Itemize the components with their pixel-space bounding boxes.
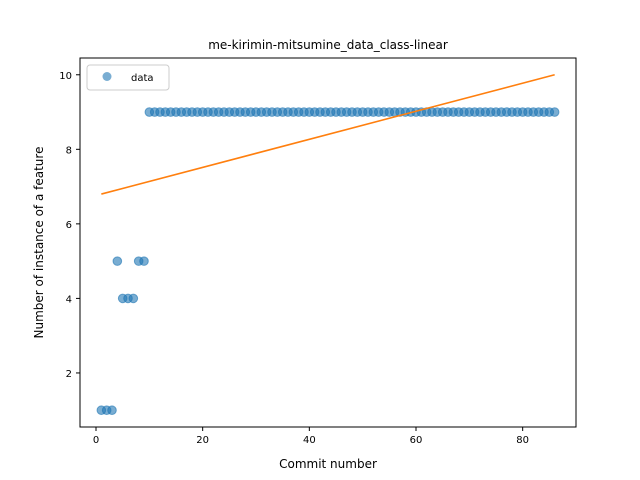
- legend-marker-data: [102, 72, 112, 81]
- y-tick-label: 2: [66, 369, 72, 380]
- fit-line: [101, 73, 555, 195]
- x-tick-label: 60: [410, 435, 423, 446]
- y-tick-label: 10: [59, 71, 72, 82]
- x-tick-label: 80: [516, 435, 529, 446]
- y-tick-label: 6: [66, 220, 72, 231]
- data-point: [112, 256, 123, 266]
- plot-frame: [79, 57, 577, 428]
- y-tick-label: 4: [66, 294, 72, 305]
- y-axis-label: Number of instance of a feature: [32, 147, 46, 339]
- legend-label-data: data: [131, 73, 154, 84]
- x-tick-label: 20: [196, 435, 209, 446]
- data-point: [128, 293, 139, 304]
- data-point: [549, 107, 560, 117]
- x-axis: 0 20 40 60 80: [93, 427, 529, 446]
- data-point: [107, 405, 117, 416]
- data-point: [139, 256, 149, 266]
- chart-title: me-kirimin-mitsumine_data_class-linear: [208, 38, 448, 52]
- legend-box: [86, 64, 170, 91]
- y-axis: 2 4 6 8 10: [59, 71, 80, 380]
- x-axis-label: Commit number: [279, 457, 377, 471]
- x-tick-label: 0: [93, 435, 99, 446]
- x-tick-label: 40: [303, 435, 316, 446]
- legend: data: [86, 64, 170, 91]
- y-tick-label: 8: [66, 145, 72, 156]
- plot-area: [96, 73, 560, 416]
